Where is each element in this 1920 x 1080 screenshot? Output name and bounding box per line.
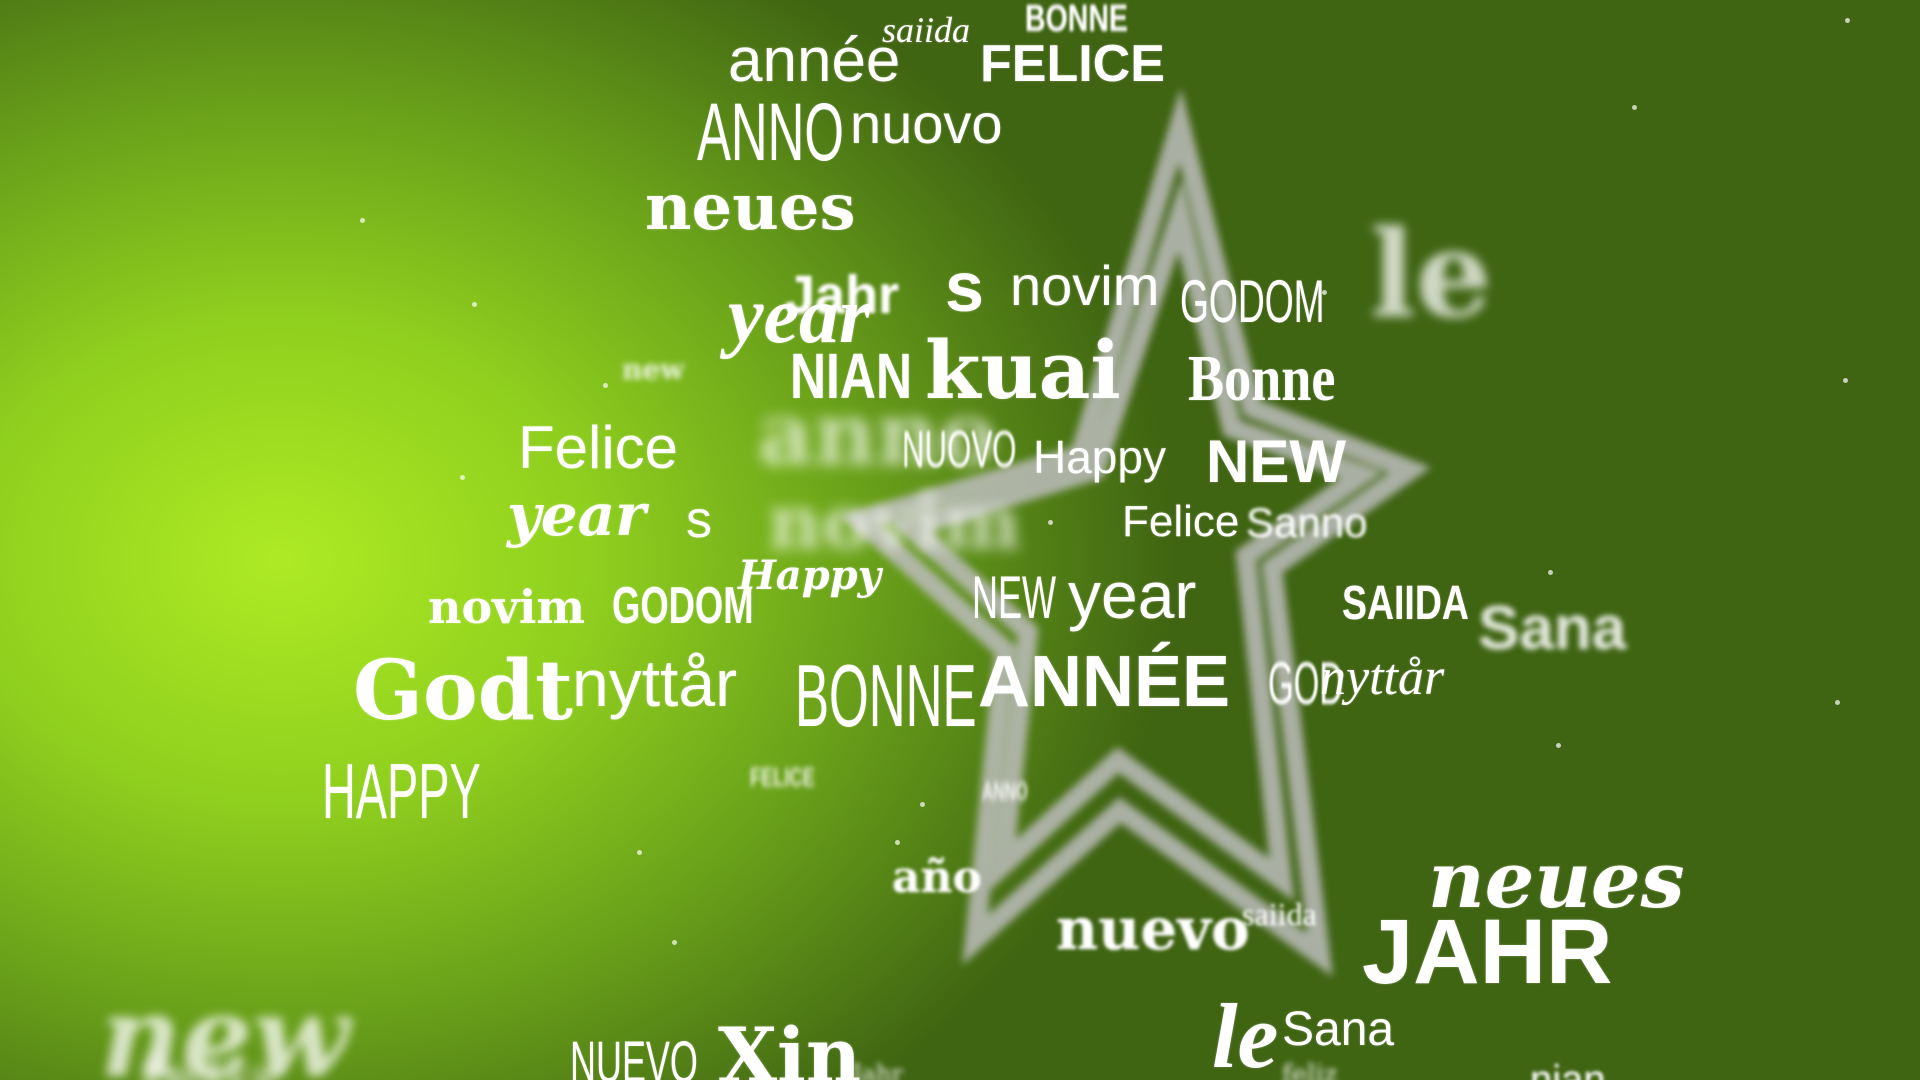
word-saiida-bottom: saiida xyxy=(1242,896,1317,932)
word-nuovo-mid: NUOVO xyxy=(902,421,1017,479)
word-new-cond: NEW xyxy=(972,564,1056,631)
word-year-script: year xyxy=(728,272,871,360)
sparkle-dot xyxy=(1835,700,1840,705)
word-year-left: year xyxy=(507,481,646,549)
sparkle-dot xyxy=(1556,743,1561,748)
sparkle-dot xyxy=(360,218,365,223)
word-le-right: le xyxy=(1370,204,1492,345)
word-annee-mid: ANNÉE xyxy=(978,642,1231,722)
word-new-small: new xyxy=(622,353,685,386)
word-godom-mid: GODOM xyxy=(1180,268,1325,335)
word-nian: NIAN xyxy=(790,340,913,412)
word-kuai: kuai xyxy=(925,323,1121,417)
sparkle-dot xyxy=(1548,570,1553,575)
word-godom-left: GODOM xyxy=(612,577,754,635)
sparkle-dot xyxy=(1322,290,1327,295)
sparkle-dot xyxy=(1845,18,1850,23)
word-bonne-right: Bonne xyxy=(1188,342,1336,415)
word-feliz-bottom: feliz xyxy=(140,1045,279,1080)
word-happy-italic: Happy xyxy=(738,552,881,599)
word-anno-top: ANNO xyxy=(697,87,844,178)
sparkle-dot xyxy=(1632,105,1637,110)
word-year-mid: year xyxy=(1068,558,1197,632)
word-felice-small: FELICE xyxy=(750,762,815,792)
word-nuevo-bottom: NUEVO xyxy=(570,1030,698,1080)
star-inner-outline xyxy=(890,178,1384,902)
word-novim-mid: novim xyxy=(1010,254,1160,317)
word-felice-top: FELICE xyxy=(980,35,1165,93)
word-jahr-bottom: JAHR xyxy=(1362,901,1613,1003)
word-le-bottom: le xyxy=(1212,985,1279,1080)
word-anno-small: ANNO xyxy=(982,776,1028,806)
word-jahr-mid: Jahr xyxy=(785,265,900,325)
sparkle-dot xyxy=(472,302,477,307)
word-godt: Godt xyxy=(353,643,573,739)
word-jahr-small-bottom: Jahr xyxy=(852,1060,903,1080)
word-nian-bottom: nian xyxy=(1530,1058,1606,1080)
word-new-bottom: new xyxy=(100,972,350,1080)
sparkle-dot xyxy=(603,383,608,388)
word-sana-bottom: Sana xyxy=(1282,1003,1395,1056)
word-bonne-top: BONNE xyxy=(1025,0,1128,40)
word-s-mid: s xyxy=(945,248,984,326)
word-nyttar-left: nyttår xyxy=(572,646,738,720)
word-happy-left: HAPPY xyxy=(322,747,481,835)
word-nyttar-right: nyttår xyxy=(1320,649,1445,706)
sparkle-dot xyxy=(920,802,925,807)
word-annee-top: année xyxy=(728,26,901,95)
word-anno-blur: anno xyxy=(758,384,997,485)
word-xin: Xin xyxy=(718,1011,862,1080)
sparkle-dot xyxy=(1048,520,1053,525)
sparkle-dot xyxy=(460,475,465,480)
word-happy-mid: Happy xyxy=(1033,431,1166,483)
word-neues-bottom: neues xyxy=(1428,835,1685,926)
sparkle-dot xyxy=(1843,378,1848,383)
word-sanno-mid: Sanno xyxy=(1246,499,1368,546)
word-saiida-top: saiida xyxy=(882,10,971,50)
sparkle-dot xyxy=(672,940,677,945)
word-nuevo-mid: nuevo xyxy=(1056,895,1250,963)
word-felice-mid: Felice xyxy=(1122,497,1240,546)
word-novim-left: novim xyxy=(428,580,586,634)
word-feliz-small-bottom: feliz xyxy=(1282,1060,1338,1080)
word-nuovo-top: nuovo xyxy=(850,92,1003,155)
star-outer-outline xyxy=(839,87,1431,977)
word-s-left: s xyxy=(686,491,712,549)
word-neues-top: neues xyxy=(645,170,856,245)
word-sana-right: Sana xyxy=(1478,594,1627,663)
word-saiida-right: SAIIDA xyxy=(1342,577,1469,630)
word-god-mid: GOD xyxy=(1268,650,1344,717)
word-bonne-mid: BONNE xyxy=(795,646,977,745)
word-felice-left: Felice xyxy=(518,414,679,481)
word-new-mid: NEW xyxy=(1206,428,1346,495)
sparkle-dot xyxy=(895,840,900,845)
word-ano: año xyxy=(892,852,982,903)
word-novim-blur: novim xyxy=(768,480,1021,566)
sparkle-dot xyxy=(637,850,642,855)
